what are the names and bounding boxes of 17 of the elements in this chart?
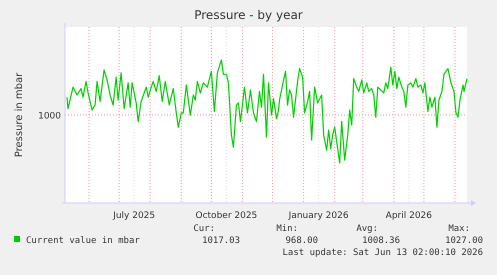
text: 968.00 — [285, 236, 318, 246]
text: Avg: — [356, 224, 378, 234]
text: Cur: — [193, 224, 215, 234]
text: 1000 — [38, 112, 62, 122]
text: 1017.03 — [202, 236, 240, 246]
chart-title: Pressure - by year — [194, 8, 303, 22]
x-tick-label: January 2026 — [288, 211, 349, 221]
text: 1027.00 — [445, 236, 483, 246]
text: Max: — [448, 224, 470, 234]
text: 1008.36 — [362, 236, 400, 246]
x-tick-label: July 2025 — [112, 211, 156, 221]
x-tick-label: April 2026 — [386, 211, 432, 221]
text: Last update: Sat Jun 13 02:00:10 2026 — [282, 248, 483, 258]
x-tick-label: October 2025 — [196, 211, 258, 221]
text: Min: — [276, 224, 298, 234]
y-axis-title: Pressure in mbar — [14, 72, 25, 158]
legend-label: Current value in mbar — [26, 236, 140, 246]
